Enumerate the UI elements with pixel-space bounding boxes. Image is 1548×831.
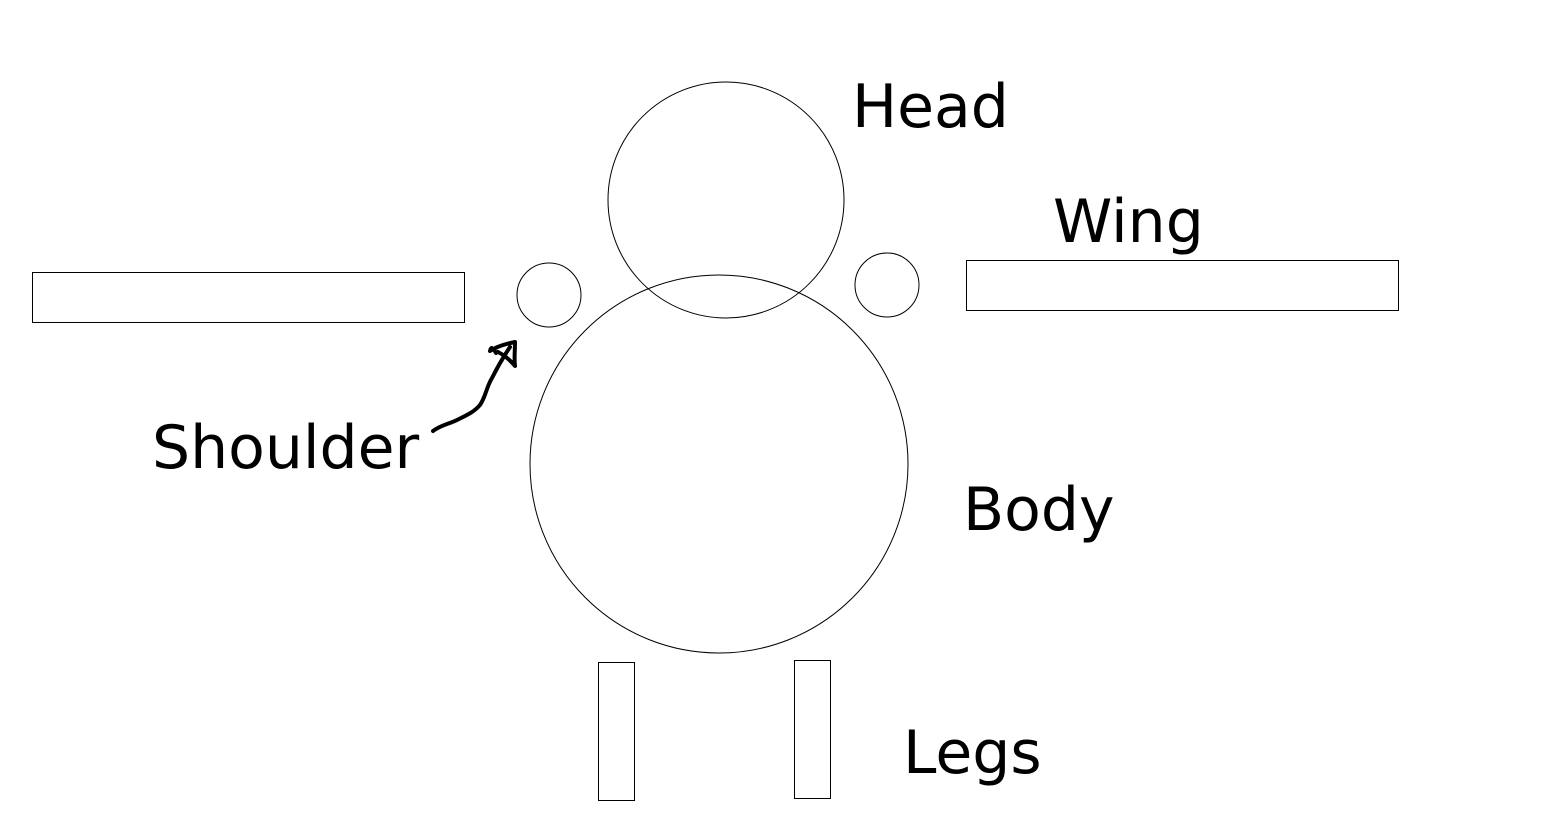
wing-label: Wing	[1053, 187, 1204, 257]
right-leg-rect	[794, 660, 831, 799]
shoulder-arrow-head	[488, 340, 517, 368]
head-label: Head	[852, 72, 1009, 142]
body-circle	[529, 274, 909, 654]
left-wing-rect	[32, 272, 465, 323]
right-wing-rect	[966, 260, 1399, 311]
left-shoulder-circle	[516, 262, 582, 328]
body-label: Body	[963, 475, 1115, 545]
shoulder-arrow	[431, 340, 517, 433]
shoulder-label: Shoulder	[152, 413, 420, 483]
head-circle	[607, 81, 845, 319]
shoulder-arrow-shaft	[431, 345, 512, 433]
legs-label: Legs	[903, 718, 1042, 788]
left-leg-rect	[598, 662, 635, 801]
right-shoulder-circle	[854, 252, 920, 318]
